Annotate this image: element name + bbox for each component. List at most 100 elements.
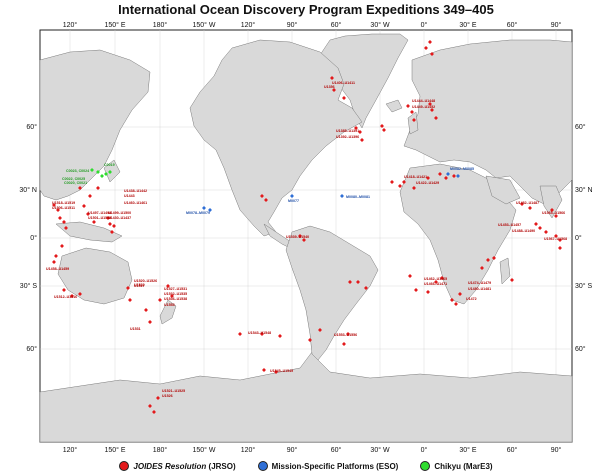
site-label-jr: U1462–U1465 [424,277,447,281]
site-marker-jr [108,222,112,226]
land-indonesia [55,221,123,243]
lon-label-top: 30° W [370,21,390,29]
lat-label-left: 0° [30,234,37,242]
site-marker-jr [406,104,410,108]
site-label-jr: U1532 [134,283,145,287]
legend: JOIDES Resolution (JRSO) Mission-Specifi… [0,459,612,473]
site-marker-jr [380,124,384,128]
land-india [539,185,563,219]
site-marker-eso [202,206,206,210]
lon-label-top: 0° [421,21,428,29]
site-label-jr: U1497–U1498 [88,211,111,215]
site-marker-jr [110,230,114,234]
site-marker-jr [554,234,558,238]
lon-label-top: 150° E [104,21,125,29]
site-label-jr: U1553–U1556 [334,333,357,337]
lon-label-bottom: 30° W [370,446,390,454]
site-marker-jr [78,186,82,190]
lat-label-right: 60° [575,123,586,131]
legend-swatch-eso [257,461,268,471]
site-label-jr: U1527–U1531 [164,287,187,291]
site-label-jr: U1444–U1448 [412,99,435,103]
site-label-jr: U1565–U1566 [542,211,565,215]
legend-item-chikyu: Chikyu (MarE3) [420,461,493,471]
site-label-jr: U1443 [124,194,135,198]
site-marker-jr [238,332,242,336]
site-marker-jr [434,116,438,120]
site-label-jr: U1499–U1500 [108,211,131,215]
site-label-jr: U1482–U1487 [516,201,539,205]
site-marker-jr [428,102,432,106]
site-marker-jr [558,238,562,242]
lat-label-left: 30° N [19,186,37,194]
site-label-jr: U1520–U1526 [134,279,157,283]
site-marker-jr [62,220,66,224]
land-uk [407,111,419,135]
site-marker-jr [410,110,414,114]
site-label-eso: M0082–M0085 [450,167,474,171]
site-marker-jr [106,216,110,220]
site-label-jr: U1536–U1538 [164,297,187,301]
site-label-eso: M0078–M0079 [186,211,210,215]
site-marker-jr [330,76,334,80]
site-marker-jr [544,230,548,234]
land-east-asia [39,49,151,201]
legend-label-chikyu: Chikyu (MarE3) [434,461,493,471]
lon-label-bottom: 150° W [192,446,215,454]
lon-label-bottom: 120° [63,446,78,454]
lon-label-top: 120° [241,21,256,29]
lon-label-top: 120° [63,21,78,29]
land-madagascar [499,257,511,285]
site-label-jr: U1532–U1535 [164,292,187,296]
site-marker-jr [144,308,148,312]
site-label-chikyu: C0019 [104,163,115,167]
site-marker-jr [332,88,336,92]
site-marker-chikyu [104,172,108,176]
site-marker-jr [558,246,562,250]
site-marker-jr [128,298,132,302]
site-marker-jr [538,226,542,230]
legend-label-eso: Mission-Specific Platforms (ESO) [271,461,399,471]
site-label-jr: U1518–U1519 [52,201,75,205]
site-label-eso: M0077 [288,199,299,203]
site-label-jr: U1531 [130,327,141,331]
site-label-chikyu: C0022, C0025 [62,177,85,181]
site-marker-jr [158,298,162,302]
site-marker-jr [554,214,558,218]
site-label-jr: U1438–U1442 [124,189,147,193]
lon-label-bottom: 90° [551,446,562,454]
site-marker-jr [152,410,156,414]
site-marker-jr [342,96,346,100]
site-marker-jr [148,320,152,324]
lon-label-bottom: 120° [241,446,256,454]
site-marker-jr [96,186,100,190]
site-label-jr: U1526 [162,394,173,398]
lon-label-top: 180° [153,21,168,29]
site-label-eso: M0080–M0081 [346,195,370,199]
lon-label-bottom: 150° E [104,446,125,454]
site-label-jr: U1385–U1391 [336,129,359,133]
site-marker-jr [92,220,96,224]
site-label-jr: U1458–U1459 [46,267,69,271]
site-label-jr: U1474–U1479 [468,281,491,285]
site-label-jr: U1392–U1396 [336,135,359,139]
lon-label-bottom: 60° [507,446,518,454]
site-marker-jr [82,204,86,208]
site-marker-jr [430,108,434,112]
site-label-jr: U1356 [324,85,335,89]
land-new-zealand [159,299,177,325]
site-marker-jr [550,208,554,212]
landmasses [39,33,573,443]
site-marker-jr [156,396,160,400]
site-marker-chikyu [100,174,104,178]
site-marker-chikyu [90,168,94,172]
lon-label-top: 90° [287,21,298,29]
legend-swatch-chikyu [420,461,431,471]
site-label-jr: U1553 [164,303,175,307]
lat-label-left: 60° [26,123,37,131]
site-label-jr: U1472 [466,297,477,301]
site-marker-chikyu [96,170,100,174]
site-label-jr: U1460–U1461 [124,201,147,205]
site-marker-jr [528,206,532,210]
